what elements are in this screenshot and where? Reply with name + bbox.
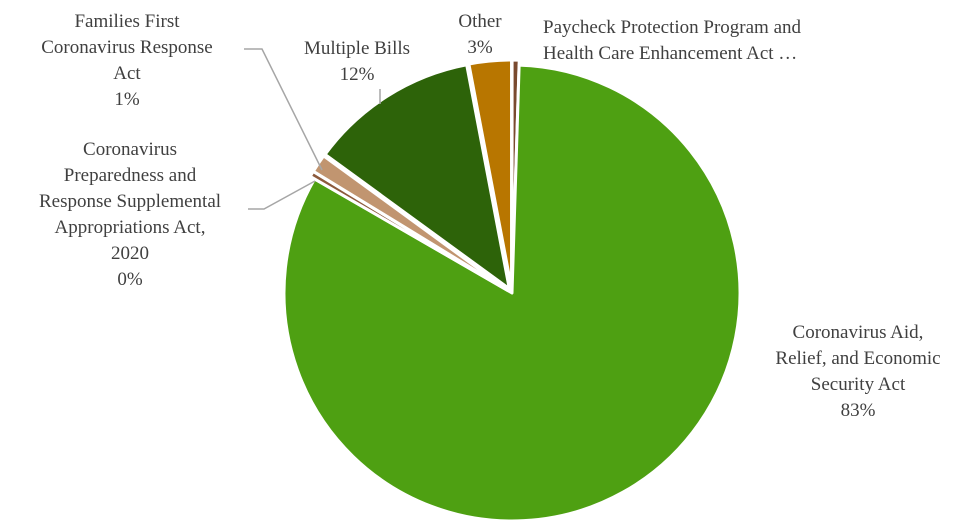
leader-line-cprsa <box>248 180 316 210</box>
slice-name-line: Relief, and Economic <box>775 348 940 369</box>
slice-label-ffcra: Families First Coronavirus Response Act 1% <box>41 11 213 110</box>
pie-slices <box>282 58 742 520</box>
leader-line-ffcra <box>244 48 323 171</box>
slice-name-line: Response Supplemental <box>39 191 221 212</box>
slice-name-line: Appropriations Act, <box>55 217 206 238</box>
slice-name-line: Coronavirus Response <box>41 37 213 58</box>
slice-label-cares: Coronavirus Aid, Relief, and Economic Secu… <box>775 322 940 421</box>
slice-name-line: Coronavirus Aid, <box>793 322 924 343</box>
slice-name-line: Multiple Bills <box>304 38 410 59</box>
slice-percent-cprsa: 0% <box>117 269 143 290</box>
slice-label-ppphcea: Paycheck Protection Program and Health Ca… <box>543 17 802 64</box>
slice-name-line: Security Act <box>811 374 906 395</box>
slice-name-line: Coronavirus <box>83 139 177 160</box>
slice-labels: Coronavirus Aid, Relief, and Economic Secu… <box>39 11 941 421</box>
slice-name-line: Health Care Enhancement Act … <box>543 43 797 64</box>
slice-name-line: Preparedness and <box>64 165 197 186</box>
pie-slice-other <box>467 58 514 290</box>
slice-percent-other: 3% <box>467 37 493 58</box>
slice-label-other: Other 3% <box>458 11 502 58</box>
slice-percent-ffcra: 1% <box>114 89 140 110</box>
slice-name-line: 2020 <box>111 243 149 264</box>
slice-label-multiple-bills: Multiple Bills 12% <box>304 38 410 85</box>
pie-slice-multiple-bills <box>323 63 511 291</box>
pie-slice-cares <box>282 63 742 520</box>
slice-name-line: Paycheck Protection Program and <box>543 17 802 38</box>
leader-lines <box>244 48 381 210</box>
slice-label-cprsa: Coronavirus Preparedness and Response Supp… <box>39 139 221 290</box>
slice-percent-multiple-bills: 12% <box>340 64 375 85</box>
slice-name-line: Act <box>113 63 141 84</box>
slice-name-line: Families First <box>74 11 180 32</box>
slice-name-line: Other <box>458 11 502 32</box>
slice-percent-cares: 83% <box>841 400 876 421</box>
